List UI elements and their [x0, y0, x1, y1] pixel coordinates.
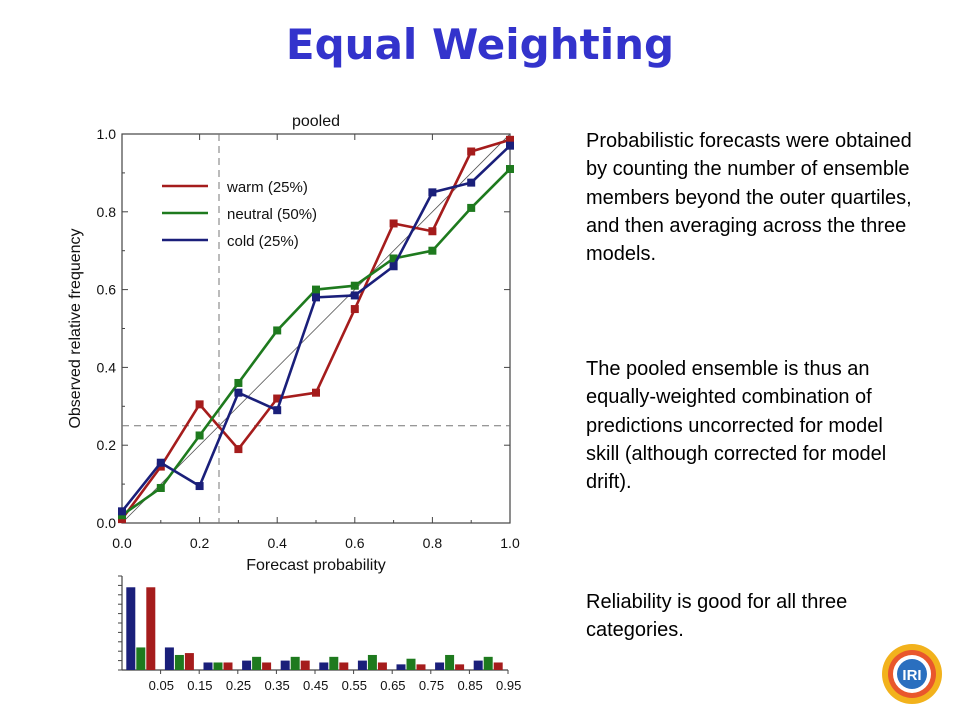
- series-point: [312, 285, 320, 294]
- series-point: [428, 227, 437, 236]
- histogram-bar: [377, 662, 387, 670]
- slide-title: Equal Weighting: [285, 20, 675, 69]
- series-point: [506, 165, 514, 174]
- histogram-bar: [416, 664, 426, 670]
- histogram-bar: [367, 654, 377, 670]
- histogram-bar: [174, 654, 184, 670]
- histogram-bar: [213, 662, 223, 670]
- series-point: [350, 291, 359, 300]
- histogram-bar: [242, 660, 252, 670]
- hist-x-tick-label: 0.15: [187, 678, 212, 693]
- series-point: [350, 281, 359, 290]
- histogram-chart: 0.05 0.15 0.25 0.35 0.45 0.55 0.65 0.75 0.85 0.95: [118, 575, 521, 693]
- hist-x-tick-label: 0.05: [149, 678, 174, 693]
- y-tick-label: 0.0: [97, 515, 117, 531]
- charts-canvas: 0.0 0.2 0.4 0.6 0.8 1.0 0.0 0.2 0.4 0.6 0.8 1.0 pool…: [67, 113, 521, 693]
- histogram-bar: [435, 662, 445, 670]
- hist-x-tick-label: 0.55: [342, 678, 367, 693]
- histogram-bar: [396, 664, 406, 670]
- series-point: [467, 203, 476, 212]
- hist-x-tick-label: 0.65: [380, 678, 405, 693]
- series-point: [312, 388, 320, 397]
- logo-text: IRI: [902, 667, 921, 684]
- legend-label: cold (25%): [227, 233, 299, 250]
- paragraph-reliability: Reliability is good for all three catego…: [586, 591, 848, 642]
- series-point: [389, 254, 398, 263]
- histogram-bar: [262, 662, 272, 670]
- series-point: [156, 458, 165, 467]
- histogram-bar: [357, 660, 367, 670]
- series-point: [234, 388, 243, 397]
- series-point: [389, 219, 398, 228]
- series-point: [467, 147, 476, 156]
- histogram-bar: [126, 587, 136, 670]
- series-point: [389, 262, 398, 271]
- iri-logo: IRI: [882, 644, 942, 704]
- hist-x-tick-label: 0.75: [419, 678, 444, 693]
- histogram-bar: [223, 662, 233, 670]
- histogram-bar: [473, 660, 483, 670]
- x-tick-label: 1.0: [500, 535, 520, 551]
- series-point: [273, 406, 282, 415]
- x-tick-label: 0.0: [112, 535, 132, 551]
- histogram-bar: [455, 664, 465, 670]
- series-point: [506, 141, 514, 150]
- y-tick-label: 1.0: [97, 126, 117, 142]
- histogram-bar: [164, 647, 174, 670]
- histogram-bar: [136, 647, 146, 670]
- hist-x-tick-label: 0.95: [496, 678, 521, 693]
- series-point: [273, 326, 282, 335]
- series-point: [312, 293, 320, 302]
- histogram-bar: [339, 662, 349, 670]
- x-tick-label: 0.4: [267, 535, 287, 551]
- chart-title: pooled: [292, 113, 340, 130]
- legend-label: warm (25%): [226, 179, 308, 196]
- histogram-bar: [319, 662, 329, 670]
- series-point: [467, 178, 476, 187]
- histogram-bar: [290, 656, 300, 670]
- paragraph-pooled: The pooled ensemble is thus an equally-w…: [586, 358, 887, 494]
- series-point: [156, 483, 165, 492]
- y-tick-label: 0.6: [97, 282, 117, 298]
- hist-x-tick-label: 0.35: [264, 678, 289, 693]
- series-point: [195, 482, 204, 491]
- x-tick-label: 0.2: [190, 535, 210, 551]
- series-point: [234, 445, 243, 454]
- x-axis-label: Forecast probability: [246, 557, 386, 574]
- histogram-bar: [329, 656, 339, 670]
- histogram-bar: [300, 660, 310, 670]
- paragraph-method: Probabilistic forecasts were obtained by…: [586, 130, 912, 266]
- hist-x-tick-label: 0.85: [457, 678, 482, 693]
- reliability-chart: 0.0 0.2 0.4 0.6 0.8 1.0 0.0 0.2 0.4 0.6 0.8 1.0 pool…: [67, 113, 520, 574]
- x-tick-label: 0.8: [423, 535, 443, 551]
- x-tick-label: 0.6: [345, 535, 365, 551]
- diagonal-reference-line: [121, 133, 511, 524]
- histogram-bar: [252, 656, 262, 670]
- histogram-bar: [146, 587, 156, 670]
- series-point: [506, 135, 514, 144]
- y-tick-label: 0.4: [97, 359, 117, 375]
- hist-x-tick-label: 0.45: [303, 678, 328, 693]
- histogram-bar: [203, 662, 213, 670]
- y-tick-label: 0.2: [97, 437, 117, 453]
- logo-globe: [897, 659, 927, 689]
- legend-label: neutral (50%): [227, 206, 317, 223]
- series-point: [350, 305, 359, 314]
- hist-x-tick-label: 0.25: [226, 678, 251, 693]
- histogram-bar: [483, 656, 493, 670]
- histogram-bar: [406, 658, 416, 670]
- series-point: [118, 507, 126, 516]
- series-point: [428, 188, 437, 197]
- y-axis-label: Observed relative frequency: [67, 228, 84, 428]
- y-tick-label: 0.8: [97, 204, 117, 220]
- series-point: [273, 394, 282, 403]
- series-point: [428, 246, 437, 255]
- histogram-bar: [184, 653, 194, 670]
- histogram-bar: [445, 654, 455, 670]
- series-point: [195, 400, 204, 409]
- histogram-bar: [280, 660, 290, 670]
- histogram-bar: [493, 662, 503, 670]
- series-point: [234, 378, 243, 387]
- series-point: [195, 431, 204, 440]
